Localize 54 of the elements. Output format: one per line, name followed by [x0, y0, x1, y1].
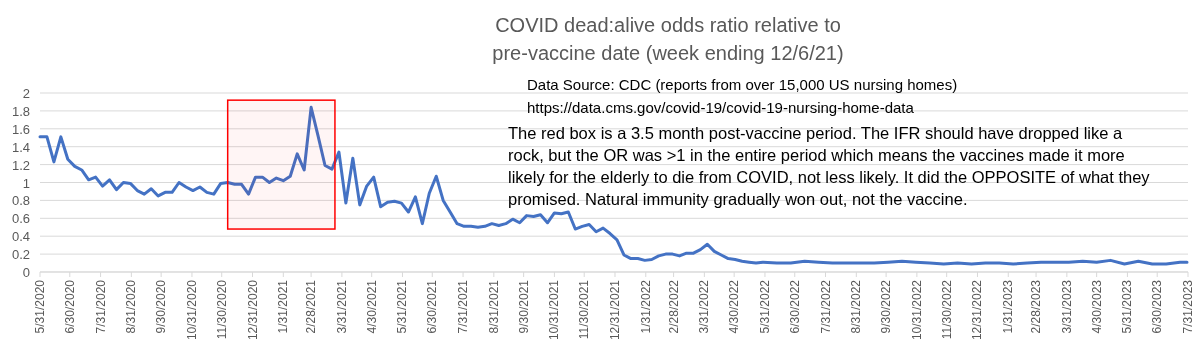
x-tick-label: 3/31/2022	[697, 279, 712, 334]
x-tick-label: 4/30/2021	[364, 279, 379, 334]
annotation: https://data.cms.gov/covid-19/covid-19-nursing-home-data	[527, 99, 915, 116]
x-tick-label: 9/30/2022	[879, 279, 894, 334]
x-tick-label: 6/30/2020	[62, 279, 77, 334]
x-tick-label: 5/31/2021	[395, 279, 410, 334]
y-tick-label: 0	[22, 265, 30, 280]
x-tick-label: 6/30/2022	[787, 279, 802, 334]
x-tick-label: 12/31/2022	[970, 279, 985, 341]
x-tick-label: 2/28/2022	[666, 279, 681, 334]
x-tick-label: 9/30/2021	[516, 279, 531, 334]
x-tick-label: 1/31/2023	[1001, 279, 1016, 334]
x-tick-label: 12/31/2020	[245, 279, 260, 341]
x-tick-label: 7/31/2022	[818, 279, 833, 334]
x-tick-label: 11/30/2021	[577, 279, 592, 340]
x-tick-label: 3/31/2021	[334, 279, 349, 334]
x-tick-label: 5/31/2022	[757, 279, 772, 334]
annotation: Data Source: CDC (reports from over 15,000 US nursing homes)	[527, 76, 958, 93]
y-tick-label: 1	[22, 175, 30, 191]
x-tick-label: 8/31/2021	[486, 279, 501, 334]
x-tick-label: 11/30/2020	[214, 279, 229, 340]
x-tick-label: 12/31/2021	[607, 279, 622, 341]
x-tick-label: 3/31/2023	[1059, 279, 1074, 334]
x-tick-label: 10/31/2022	[909, 279, 924, 341]
x-tick-label: 11/30/2022	[939, 279, 954, 340]
y-tick-label: 0.4	[11, 229, 30, 245]
x-tick-label: 4/30/2023	[1089, 279, 1104, 334]
x-tick-label: 10/31/2020	[184, 279, 199, 341]
chart-title: COVID dead:alive odds ratio relative to pre-vaccine date (week ending 12/6/21)	[492, 14, 844, 64]
x-tick-label: 2/28/2021	[304, 279, 319, 334]
y-tick-label: 1.8	[11, 103, 30, 119]
x-tick-label: 5/31/2023	[1120, 279, 1135, 334]
y-tick-label: 1.6	[11, 121, 30, 137]
x-tick-label: 6/30/2023	[1150, 279, 1165, 334]
y-tick-label: 1.2	[11, 157, 30, 173]
y-tick-label: 0.8	[11, 193, 30, 209]
x-tick-label: 7/31/2023	[1181, 279, 1195, 334]
x-tick-label: 8/31/2020	[124, 279, 139, 334]
x-tick-label: 7/31/2020	[93, 279, 108, 334]
x-tick-label: 1/31/2021	[276, 279, 291, 334]
x-tick-label: 10/31/2021	[547, 279, 562, 341]
x-tick-label: 9/30/2020	[154, 279, 169, 334]
x-tick-label: 8/31/2022	[849, 279, 864, 334]
x-tick-label: 1/31/2022	[638, 279, 653, 334]
y-tick-label: 2	[22, 86, 30, 101]
x-tick-label: 2/28/2023	[1029, 279, 1044, 334]
x-tick-label: 7/31/2021	[456, 279, 471, 334]
x-tick-label: 6/30/2021	[425, 279, 440, 334]
y-tick-label: 1.4	[11, 139, 30, 155]
y-tick-label: 0.2	[11, 247, 30, 263]
x-tick-label: 4/30/2022	[727, 279, 742, 334]
annotation: The red box is a 3.5 month post-vaccine period. The IFR should have dropped like a rock, but the OR was >1 in the entire period which means the vaccines made it more likely for the elderly to die from COVID, not less likely. It did the OPPOSITE of what they promised. Natural immunity gradually won out, not the vaccine.	[508, 123, 1151, 210]
y-tick-label: 0.6	[11, 211, 30, 227]
x-tick-label: 5/31/2020	[33, 279, 47, 334]
